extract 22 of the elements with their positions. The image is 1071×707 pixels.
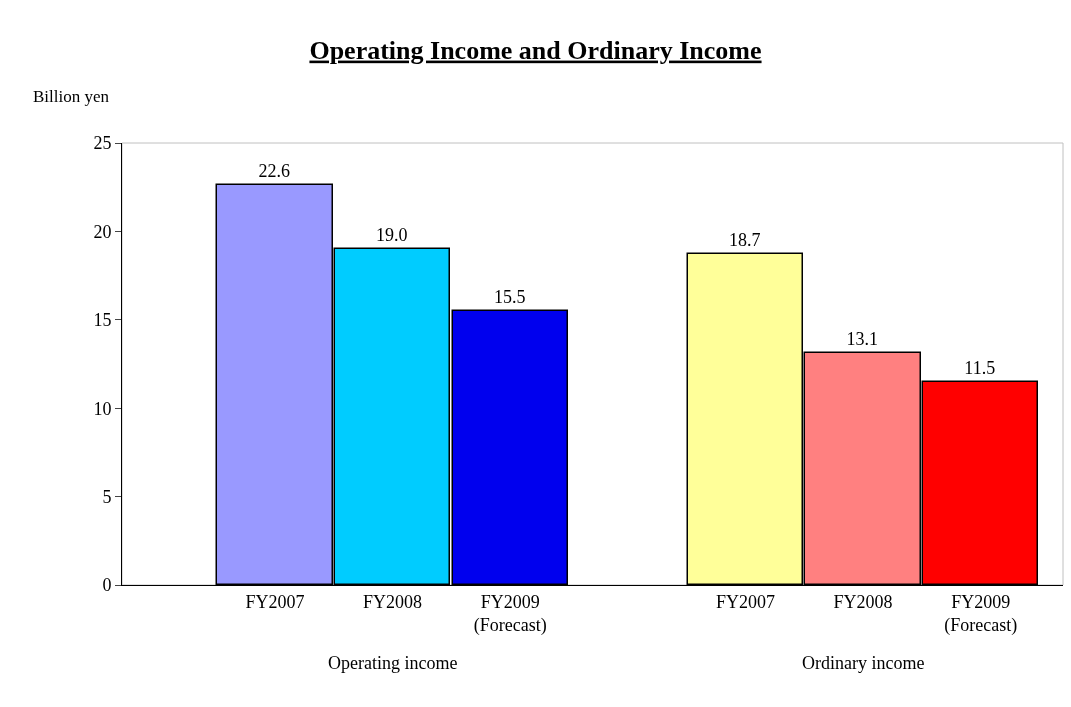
y-tick-label: 10 xyxy=(93,398,112,419)
x-tick-label: FY2009 (Forecast) xyxy=(473,591,547,636)
x-tick-label: FY2007 xyxy=(245,591,305,612)
data-label: 22.6 xyxy=(258,161,290,182)
y-tick-label: 5 xyxy=(102,486,112,507)
text: Ordinary income xyxy=(802,653,925,673)
y-tick-label: 0 xyxy=(102,575,112,596)
x-tick-label: FY2009 (Forecast) xyxy=(944,591,1018,636)
data-label: 11.5 xyxy=(964,358,996,379)
data-label: 13.1 xyxy=(846,329,878,350)
x-tick-label: FY2008 xyxy=(833,591,893,612)
y-tick-label: 15 xyxy=(93,310,112,331)
y-tick-label: 25 xyxy=(93,133,112,154)
x-tick-label: FY2007 xyxy=(715,591,775,612)
data-label: 19.0 xyxy=(376,225,408,246)
data-label: 18.7 xyxy=(729,230,761,251)
y-axis-title: Billion yen xyxy=(33,87,110,106)
chart-title: Operating Income and Ordinary Income xyxy=(309,35,762,65)
data-label: 15.5 xyxy=(494,287,526,308)
y-tick-label: 20 xyxy=(93,221,112,242)
x-tick-label: FY2008 xyxy=(363,591,423,612)
text: Operating income xyxy=(328,653,458,673)
